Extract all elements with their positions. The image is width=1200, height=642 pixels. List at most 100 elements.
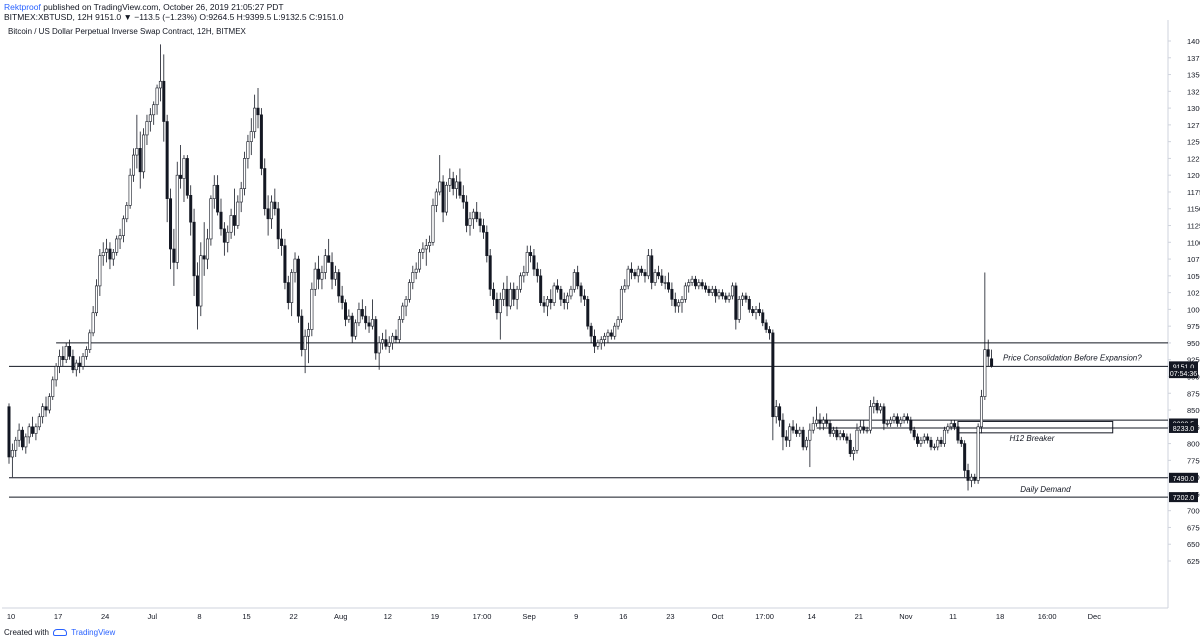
candle-body	[936, 439, 940, 448]
candle-body	[404, 299, 408, 307]
y-tick-label: 7750.0	[1187, 456, 1200, 465]
candle-body	[623, 285, 627, 290]
candle-body	[458, 181, 462, 196]
y-tick-label: 13000.0	[1187, 104, 1200, 113]
candle-body	[697, 282, 701, 287]
author-link[interactable]: Rektproof	[4, 2, 41, 12]
publish-header: Rektproof published on TradingView.com, …	[4, 2, 344, 22]
candle-body	[249, 131, 253, 142]
candle-body	[169, 198, 173, 250]
candle-body	[10, 449, 14, 458]
candle-body	[111, 252, 115, 260]
candle-body	[942, 429, 946, 444]
candle-body	[757, 309, 761, 314]
candle-body	[391, 335, 395, 344]
candle-body	[788, 426, 792, 441]
candle-body	[700, 282, 704, 287]
candle-body	[525, 252, 529, 273]
candle-body	[714, 288, 718, 297]
candle-body	[582, 295, 586, 300]
candle-body	[646, 255, 650, 277]
candle-body	[909, 419, 913, 431]
candle-body	[865, 429, 869, 432]
candle-body	[455, 181, 459, 189]
candle-body	[219, 211, 223, 230]
candle-body	[926, 436, 930, 441]
candle-body	[216, 184, 220, 213]
candle-body	[290, 272, 294, 303]
candle-body	[343, 302, 347, 320]
candle-body	[91, 312, 95, 334]
candle-body	[370, 319, 374, 327]
x-tick-label: 22	[289, 612, 297, 621]
candle-body	[539, 275, 543, 303]
candle-body	[162, 80, 166, 122]
candle-body	[693, 278, 697, 287]
candle-body	[727, 295, 731, 300]
candle-body	[226, 231, 230, 243]
candle-body	[286, 282, 290, 303]
candle-body	[734, 285, 738, 320]
candle-body	[306, 329, 310, 337]
candle-body	[74, 362, 78, 371]
y-tick-label: 12500.0	[1187, 138, 1200, 147]
candle-body	[747, 299, 751, 310]
y-tick-label: 6500.0	[1187, 540, 1200, 549]
candle-body	[27, 426, 31, 438]
candle-body	[764, 322, 768, 330]
candle-body	[239, 188, 243, 203]
y-tick-label: 8750.0	[1187, 389, 1200, 398]
candle-body	[912, 429, 916, 438]
candle-body	[555, 285, 559, 290]
y-tick-label: 13500.0	[1187, 71, 1200, 80]
candle-body	[838, 433, 842, 438]
x-tick-label: Sep	[522, 612, 535, 621]
chart-annotation: Price Consolidation Before Expansion?	[1003, 353, 1142, 362]
candle-body	[831, 429, 835, 434]
candle-body	[41, 406, 45, 418]
candle-body	[115, 238, 119, 253]
candle-body	[835, 429, 839, 438]
x-tick-label: 16	[619, 612, 627, 621]
x-tick-label: 16:00	[1038, 612, 1057, 621]
x-tick-label: 18	[996, 612, 1004, 621]
candle-body	[929, 439, 933, 448]
candle-body	[54, 366, 58, 381]
candle-body	[20, 429, 24, 448]
footer: Created with TradingView	[4, 628, 115, 637]
x-tick-label: 11	[949, 612, 957, 621]
tradingview-brand[interactable]: TradingView	[71, 628, 116, 637]
symbol-info: BITMEX:XBTUSD, 12H 9151.0 ▼ −113.5 (−1.2…	[4, 12, 344, 22]
candle-body	[165, 121, 169, 199]
candle-body	[959, 439, 963, 444]
candle-body	[569, 288, 573, 297]
candle-body	[677, 302, 681, 307]
candle-body	[902, 416, 906, 421]
candle-body	[986, 349, 990, 357]
x-tick-label: 21	[855, 612, 863, 621]
candle-body	[545, 299, 549, 307]
y-tick-label: 14000.0	[1187, 37, 1200, 46]
candle-body	[44, 406, 48, 411]
candle-body	[882, 406, 886, 424]
candle-body	[428, 241, 432, 246]
candle-body	[825, 419, 829, 424]
candle-body	[791, 426, 795, 431]
candle-body	[969, 476, 973, 481]
candle-body	[17, 429, 21, 441]
candle-body	[418, 252, 422, 270]
y-tick-label: 10750.0	[1187, 255, 1200, 264]
candle-body	[670, 288, 674, 300]
candle-body	[354, 322, 358, 337]
candle-body	[741, 295, 745, 300]
candle-body	[778, 406, 782, 421]
candle-body	[185, 158, 189, 196]
candle-body	[905, 416, 909, 421]
candle-body	[794, 429, 798, 434]
candle-body	[899, 419, 903, 424]
price-tag-bg	[1169, 492, 1198, 503]
candle-body	[892, 416, 896, 421]
candle-body	[51, 379, 55, 397]
candle-body	[387, 342, 391, 347]
